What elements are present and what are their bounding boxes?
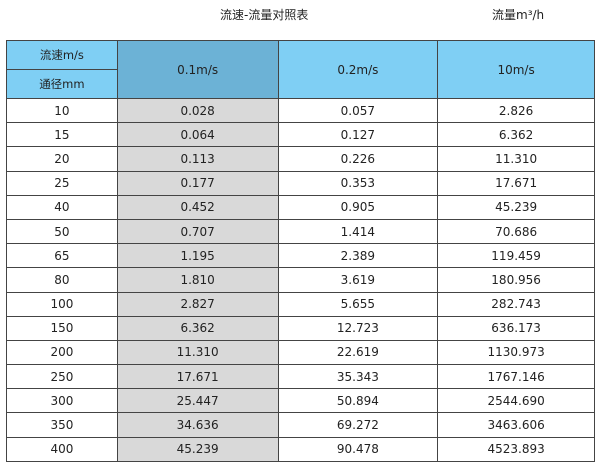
flow-cell: 1.414 — [277, 218, 439, 245]
flow-cell: 17.671 — [437, 170, 595, 196]
flow-rate-table: 流速m/s 0.1m/s 0.2m/s 10m/s 通径mm 10 0.028 0.… — [6, 40, 595, 462]
diameter-cell: 300 — [6, 388, 118, 414]
column-header: 0.1m/s — [116, 40, 279, 99]
table-row: 250 17.671 35.343 1767.146 — [6, 364, 595, 390]
flow-cell: 5.655 — [277, 291, 439, 317]
flow-cell: 2544.690 — [437, 388, 595, 414]
table-row: 10 0.028 0.057 2.826 — [6, 97, 595, 124]
flow-cell: 1.810 — [116, 267, 279, 293]
flow-cell: 0.707 — [116, 218, 279, 245]
diameter-cell: 10 — [6, 97, 118, 124]
table-row: 20 0.113 0.226 11.310 — [6, 146, 595, 172]
table-row: 300 25.447 50.894 2544.690 — [6, 388, 595, 414]
flow-cell: 1767.146 — [437, 364, 595, 390]
flow-cell: 45.239 — [116, 436, 279, 462]
flow-cell: 0.064 — [116, 122, 279, 148]
flow-cell: 90.478 — [277, 436, 439, 462]
flow-cell: 34.636 — [116, 412, 279, 438]
diameter-cell: 15 — [6, 122, 118, 148]
flow-cell: 0.353 — [277, 170, 439, 196]
velocity-header: 流速m/s — [6, 40, 118, 70]
flow-cell: 35.343 — [277, 364, 439, 390]
flow-cell: 3463.606 — [437, 412, 595, 438]
table-row: 40 0.452 0.905 45.239 — [6, 194, 595, 220]
flow-cell: 2.827 — [116, 291, 279, 317]
column-header: 10m/s — [437, 40, 595, 99]
diameter-cell: 350 — [6, 412, 118, 438]
flow-cell: 11.310 — [437, 146, 595, 172]
flow-cell: 119.459 — [437, 243, 595, 269]
flow-cell: 0.127 — [277, 122, 439, 148]
flow-cell: 282.743 — [437, 291, 595, 317]
table-row: 15 0.064 0.127 6.362 — [6, 122, 595, 148]
flow-cell: 4523.893 — [437, 436, 595, 462]
flow-cell: 180.956 — [437, 267, 595, 293]
diameter-cell: 25 — [6, 170, 118, 196]
flow-cell: 12.723 — [277, 315, 439, 341]
flow-cell: 45.239 — [437, 194, 595, 220]
diameter-cell: 50 — [6, 218, 118, 245]
table-row: 350 34.636 69.272 3463.606 — [6, 412, 595, 438]
diameter-cell: 250 — [6, 364, 118, 390]
diameter-cell: 150 — [6, 315, 118, 341]
flow-cell: 25.447 — [116, 388, 279, 414]
table-row: 50 0.707 1.414 70.686 — [6, 218, 595, 245]
flow-cell: 0.177 — [116, 170, 279, 196]
flow-cell: 17.671 — [116, 364, 279, 390]
flow-cell: 2.826 — [437, 97, 595, 124]
diameter-cell: 20 — [6, 146, 118, 172]
table-row: 100 2.827 5.655 282.743 — [6, 291, 595, 317]
flow-cell: 69.272 — [277, 412, 439, 438]
flow-cell: 3.619 — [277, 267, 439, 293]
unit-label: 流量m³/h — [492, 8, 545, 22]
table-title: 流速-流量对照表 — [220, 8, 309, 22]
table-row: 150 6.362 12.723 636.173 — [6, 315, 595, 341]
diameter-cell: 80 — [6, 267, 118, 293]
flow-cell: 1130.973 — [437, 339, 595, 366]
diameter-cell: 65 — [6, 243, 118, 269]
column-header: 0.2m/s — [277, 40, 439, 99]
diameter-cell: 100 — [6, 291, 118, 317]
flow-cell: 0.226 — [277, 146, 439, 172]
flow-cell: 6.362 — [116, 315, 279, 341]
flow-cell: 6.362 — [437, 122, 595, 148]
flow-cell: 50.894 — [277, 388, 439, 414]
table-row: 200 11.310 22.619 1130.973 — [6, 339, 595, 366]
flow-cell: 0.028 — [116, 97, 279, 124]
flow-cell: 0.452 — [116, 194, 279, 220]
flow-cell: 11.310 — [116, 339, 279, 366]
flow-cell: 1.195 — [116, 243, 279, 269]
diameter-cell: 400 — [6, 436, 118, 462]
table-row: 25 0.177 0.353 17.671 — [6, 170, 595, 196]
flow-cell: 70.686 — [437, 218, 595, 245]
diameter-cell: 40 — [6, 194, 118, 220]
flow-cell: 0.057 — [277, 97, 439, 124]
diameter-cell: 200 — [6, 339, 118, 366]
flow-cell: 2.389 — [277, 243, 439, 269]
table-row: 80 1.810 3.619 180.956 — [6, 267, 595, 293]
flow-cell: 636.173 — [437, 315, 595, 341]
table-row: 65 1.195 2.389 119.459 — [6, 243, 595, 269]
diameter-header: 通径mm — [6, 69, 118, 99]
table-row: 400 45.239 90.478 4523.893 — [6, 436, 595, 462]
flow-cell: 0.113 — [116, 146, 279, 172]
flow-cell: 0.905 — [277, 194, 439, 220]
flow-cell: 22.619 — [277, 339, 439, 366]
